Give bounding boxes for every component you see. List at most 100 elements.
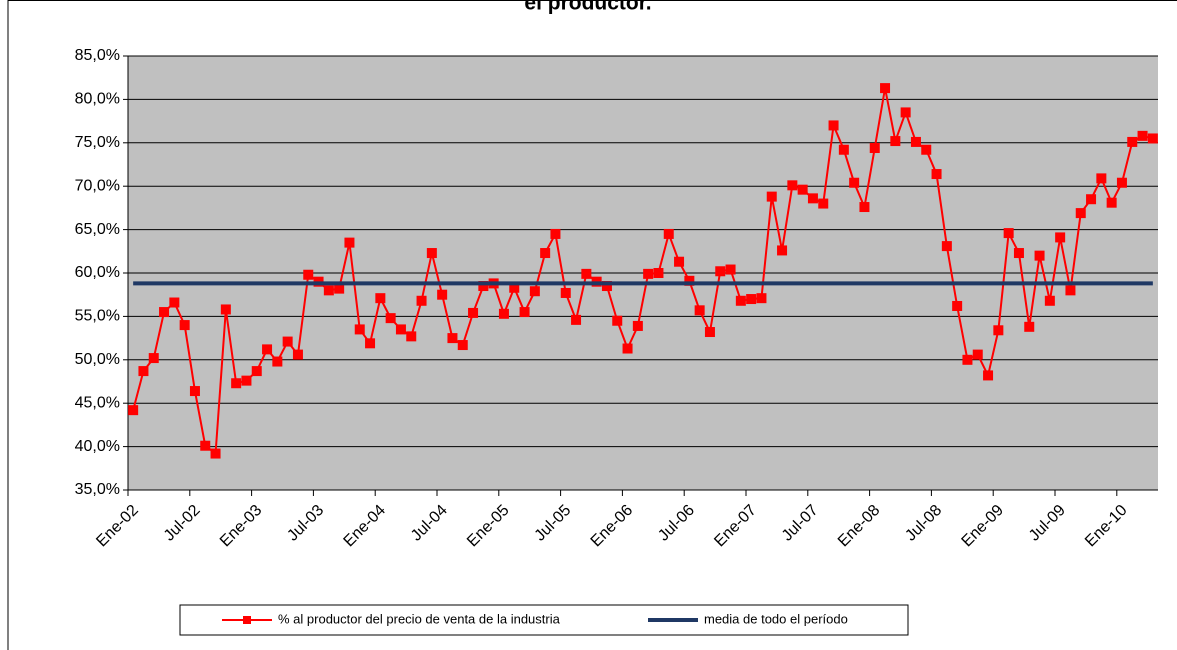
data-point	[735, 295, 746, 306]
data-point	[859, 202, 870, 213]
data-point	[663, 228, 674, 239]
data-point	[880, 83, 891, 94]
data-point	[818, 198, 829, 209]
data-point	[128, 405, 139, 416]
data-point	[807, 193, 818, 204]
data-point	[632, 320, 643, 331]
data-point	[704, 327, 715, 338]
data-point	[210, 448, 221, 459]
data-point	[354, 324, 365, 335]
data-point	[900, 107, 911, 118]
data-point	[1116, 177, 1127, 188]
data-point	[890, 136, 901, 147]
data-point	[406, 331, 417, 342]
data-point	[952, 300, 963, 311]
data-point	[385, 313, 396, 324]
data-point	[159, 307, 170, 318]
data-point	[787, 180, 798, 191]
chart-title: el productor.	[524, 0, 651, 15]
data-point	[1096, 173, 1107, 184]
series-line	[132, 87, 1154, 456]
data-point	[179, 320, 190, 331]
data-point	[282, 336, 293, 347]
y-tick-label: 55,0%	[75, 308, 120, 325]
data-point	[653, 268, 664, 278]
y-tick-label: 70,0%	[75, 177, 120, 194]
data-point	[921, 144, 932, 155]
y-tick-label: 35,0%	[75, 481, 120, 498]
data-point	[189, 386, 200, 397]
data-point	[1127, 136, 1138, 147]
data-point	[272, 356, 283, 367]
data-point	[941, 241, 952, 252]
data-point	[1044, 295, 1055, 306]
data-point	[148, 353, 159, 364]
data-point	[993, 325, 1004, 336]
data-point	[715, 266, 726, 277]
legend-box	[179, 604, 909, 636]
data-point	[1137, 130, 1148, 141]
y-tick-label: 75,0%	[75, 134, 120, 151]
data-point	[571, 314, 582, 325]
data-point	[1147, 133, 1158, 144]
data-point	[910, 136, 921, 147]
data-point	[447, 333, 458, 344]
data-point	[766, 191, 777, 202]
data-point	[292, 349, 303, 360]
legend: % al productor del precio de venta de la…	[179, 604, 909, 636]
data-point	[200, 440, 211, 451]
data-point	[601, 281, 612, 292]
data-point	[1106, 197, 1117, 208]
data-point	[231, 378, 242, 389]
data-point	[622, 343, 633, 354]
data-point	[828, 120, 839, 131]
data-point	[334, 283, 345, 294]
data-point	[138, 366, 149, 377]
data-point	[931, 169, 942, 180]
data-point	[849, 177, 860, 188]
data-point	[684, 275, 695, 286]
data-point	[550, 228, 561, 239]
data-point	[869, 143, 880, 154]
data-point	[323, 285, 334, 296]
data-point	[478, 281, 489, 292]
data-point	[777, 245, 788, 256]
data-point	[838, 144, 849, 155]
legend-label: % al productor del precio de venta de la…	[278, 611, 561, 626]
data-point	[560, 287, 571, 298]
y-tick-label: 60,0%	[75, 264, 120, 281]
legend-marker	[243, 616, 251, 624]
data-point	[1013, 248, 1024, 259]
data-point	[725, 264, 736, 275]
data-point	[241, 375, 252, 386]
data-point	[746, 294, 757, 305]
data-point	[498, 308, 509, 319]
data-point	[220, 304, 231, 315]
data-point	[972, 349, 983, 360]
data-point	[1065, 285, 1076, 296]
data-point	[468, 307, 479, 318]
data-point	[416, 295, 427, 306]
data-point	[457, 340, 468, 351]
y-tick-label: 50,0%	[75, 351, 120, 368]
data-point	[1024, 321, 1035, 332]
data-point	[437, 289, 448, 300]
data-point	[1034, 250, 1045, 261]
data-point	[1086, 194, 1097, 205]
y-tick-label: 45,0%	[75, 394, 120, 411]
data-point	[983, 370, 994, 381]
y-tick-label: 65,0%	[75, 221, 120, 238]
data-point	[509, 282, 520, 293]
data-point	[1003, 228, 1014, 239]
data-point	[519, 307, 530, 318]
legend-label: media de todo el período	[704, 611, 848, 626]
data-point	[797, 184, 808, 195]
data-point	[395, 324, 406, 335]
data-point	[1055, 232, 1066, 243]
y-tick-label: 40,0%	[75, 438, 120, 455]
data-point	[1075, 208, 1086, 219]
data-point	[303, 269, 314, 280]
data-point	[426, 248, 437, 259]
